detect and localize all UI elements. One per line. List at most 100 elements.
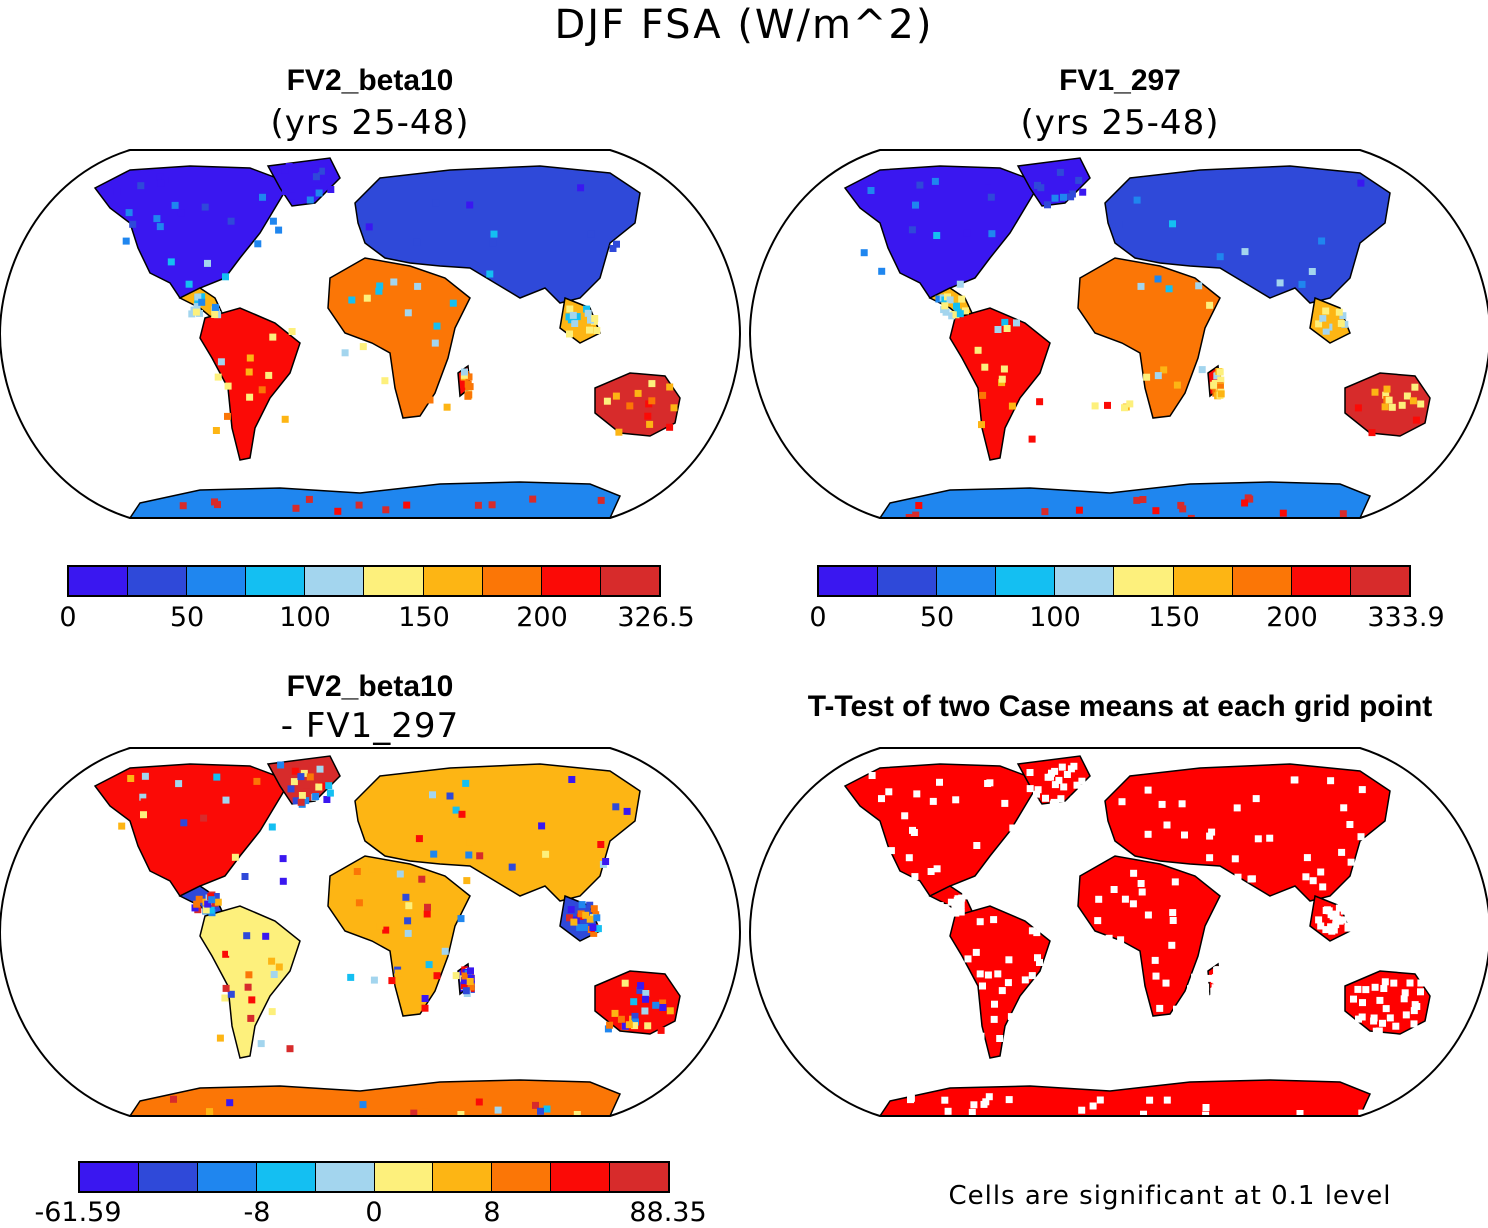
grid-cell-br-39 [929, 797, 937, 805]
grid-cell-tr-136 [1409, 397, 1417, 405]
grid-cell-bl-208 [303, 781, 311, 789]
grid-cell-br-19 [1355, 1015, 1362, 1023]
grid-cell-bl-87 [268, 1008, 276, 1016]
grid-cell-br-226 [980, 1100, 988, 1108]
grid-cell-br-240 [1055, 776, 1063, 784]
grid-cell-tr-127 [1060, 193, 1067, 201]
grid-cell-br-204 [1140, 1110, 1147, 1116]
grid-cell-br-105 [1366, 849, 1374, 857]
grid-cell-br-24 [1376, 996, 1384, 1004]
grid-cell-tl-116 [156, 223, 164, 231]
grid-cell-tl-55 [670, 404, 678, 412]
grid-cell-tl-130 [461, 368, 468, 376]
grid-cell-bl-218 [226, 1099, 234, 1107]
grid-cell-br-193 [1375, 1027, 1383, 1035]
grid-cell-br-82 [990, 1015, 998, 1023]
grid-cell-tl-81 [341, 349, 349, 357]
grid-cell-tr-89 [984, 184, 992, 192]
grid-cell-tl-117 [426, 396, 434, 404]
grid-cell-bl-100 [326, 789, 334, 797]
grid-cell-br-138 [1410, 1020, 1418, 1028]
grid-cell-tr-46 [1341, 320, 1349, 328]
grid-cell-tl-33 [403, 501, 411, 509]
grid-cell-br-6 [1117, 936, 1125, 944]
grid-cell-bl-134 [140, 798, 148, 806]
map-outline-bl [0, 747, 742, 1117]
grid-cell-br-173 [1034, 954, 1041, 962]
grid-cell-br-59 [1162, 979, 1170, 987]
grid-cell-bl-186 [452, 972, 460, 980]
grid-cell-br-36 [1095, 895, 1103, 903]
grid-cell-tl-16 [465, 373, 473, 381]
grid-cell-bl-213 [458, 810, 466, 818]
land-africa-bl [327, 855, 471, 1017]
grid-cell-br-155 [901, 812, 909, 820]
land-north-america-tr [843, 165, 1042, 299]
grid-cell-br-96 [947, 898, 955, 906]
grid-cell-bl-69 [578, 901, 586, 909]
grid-cell-tr-71 [1403, 392, 1411, 400]
grid-cell-br-142 [868, 831, 875, 839]
grid-cell-br-65 [1266, 834, 1274, 842]
land-south-america-tl [199, 307, 301, 461]
grid-cell-bl-137 [582, 911, 590, 919]
grid-cell-br-7 [1137, 880, 1145, 887]
grid-cell-tr-28 [998, 375, 1006, 383]
grid-cell-bl-198 [193, 900, 201, 908]
colorbar-top-right-swatch-4 [1055, 567, 1115, 595]
grid-cell-tr-135 [1381, 403, 1389, 411]
grid-cell-bl-7 [323, 796, 331, 803]
grid-cell-bl-182 [421, 995, 429, 1002]
grid-cell-bl-8 [370, 976, 378, 984]
grid-cell-tr-23 [1179, 505, 1187, 513]
grid-cell-br-200 [1215, 985, 1223, 993]
grid-cell-br-83 [1118, 798, 1126, 806]
panel-title-bottom-right: T-Test of two Case means at each grid po… [807, 690, 1433, 723]
grid-cell-tr-106 [958, 295, 966, 303]
grid-cell-tl-34 [587, 230, 595, 238]
grid-cell-br-35 [1028, 927, 1036, 935]
grid-cell-tl-53 [603, 397, 611, 405]
grid-cell-bl-68 [290, 778, 298, 786]
grid-cell-br-169 [1303, 854, 1311, 862]
grid-cell-tr-79 [1411, 383, 1419, 391]
grid-cell-tr-108 [1241, 499, 1249, 507]
panel-subtitle-bottom-left: - FV1_297 [280, 706, 460, 746]
grid-cell-bl-110 [586, 901, 594, 909]
tick-top-left-4: 200 [516, 602, 568, 633]
grid-cell-tl-72 [365, 223, 373, 231]
grid-cell-tr-88 [1279, 509, 1287, 517]
grid-cell-br-241 [1333, 917, 1341, 925]
grid-cell-tr-90 [963, 229, 971, 237]
grid-cell-tr-34 [1079, 188, 1087, 196]
grid-cell-br-236 [1026, 785, 1034, 793]
grid-cell-bl-158 [347, 973, 355, 981]
grid-cell-bl-143 [429, 791, 436, 799]
grid-cell-br-15 [1346, 821, 1354, 828]
grid-cell-tr-123 [1008, 402, 1016, 410]
grid-cell-br-184 [1168, 941, 1176, 949]
grid-cell-tl-68 [591, 315, 599, 322]
grid-cell-br-42 [957, 901, 965, 909]
grid-cell-tl-67 [125, 209, 133, 217]
tick-top-right-1: 50 [919, 602, 955, 633]
grid-cell-br-140 [1213, 966, 1221, 974]
grid-cell-tl-77 [153, 215, 161, 223]
colorbar-top-left-swatch-4 [305, 567, 365, 595]
grid-cell-tl-54 [288, 328, 296, 335]
grid-cell-tr-107 [1075, 506, 1083, 514]
grid-cell-bl-215 [208, 896, 216, 904]
grid-cell-br-72 [1317, 922, 1325, 930]
grid-cell-bl-42 [566, 914, 573, 922]
grid-cell-tl-112 [348, 296, 356, 304]
grid-cell-bl-180 [191, 904, 199, 912]
grid-cell-tr-122 [1322, 307, 1330, 315]
grid-cell-br-73 [1340, 804, 1348, 812]
land-africa-tr [1077, 257, 1221, 419]
grid-cell-br-30 [1322, 926, 1330, 934]
grid-cell-tr-75 [1051, 194, 1059, 202]
grid-cell-tl-66 [489, 239, 497, 247]
grid-cell-br-230 [1291, 776, 1299, 784]
grid-cell-tr-61 [1198, 366, 1206, 374]
land-north-america-tl [93, 165, 292, 299]
